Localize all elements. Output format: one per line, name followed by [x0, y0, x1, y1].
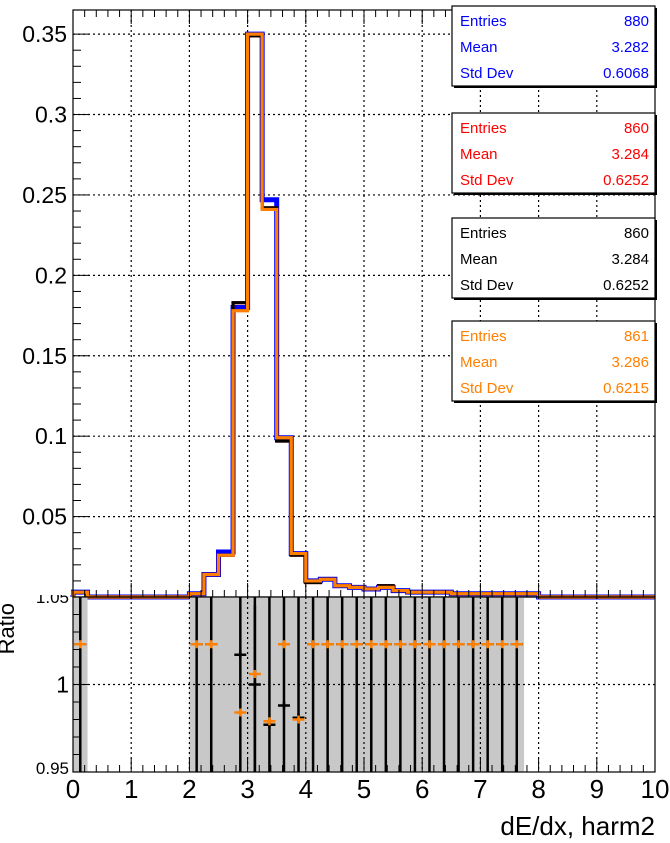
stats-value: 3.284 [611, 251, 649, 268]
ratio-y-axis-title: Ratio [0, 603, 19, 654]
x-tick-label: 7 [473, 774, 487, 804]
stats-label: Mean [460, 354, 498, 371]
x-tick-label: 5 [357, 774, 371, 804]
stats-label: Mean [460, 146, 498, 163]
x-tick-label: 1 [124, 774, 138, 804]
x-tick-label: 6 [415, 774, 429, 804]
stats-value: 860 [624, 225, 649, 242]
stats-label: Mean [460, 251, 498, 268]
stats-label: Entries [460, 225, 507, 242]
stats-value: 861 [624, 328, 649, 345]
x-tick-label: 8 [531, 774, 545, 804]
stats-label: Entries [460, 328, 507, 345]
stats-value: 3.282 [611, 39, 649, 56]
top-y-tick-label: 0.15 [22, 343, 67, 369]
stats-label: Entries [460, 13, 507, 30]
x-tick-label: 2 [182, 774, 196, 804]
label-overlap-mask [20, 579, 71, 595]
stats-label: Mean [460, 39, 498, 56]
stats-label: Std Dev [460, 277, 514, 294]
bottom-y-tick-label: 0.95 [36, 759, 69, 778]
stats-box [451, 217, 656, 299]
stats-label: Std Dev [460, 172, 514, 189]
x-axis-title: dE/dx, harm2 [500, 811, 655, 841]
x-tick-label: 0 [66, 774, 80, 804]
top-y-tick-label: 0.1 [35, 423, 67, 449]
top-y-tick-label: 0.35 [22, 21, 67, 47]
stats-box [451, 112, 656, 194]
stats-label: Std Dev [460, 380, 514, 397]
x-tick-label: 9 [590, 774, 604, 804]
top-y-tick-label: 0.25 [22, 182, 67, 208]
stats-value: 0.6252 [603, 277, 649, 294]
x-tick-label: 4 [299, 774, 313, 804]
bottom-y-tick-label: 1 [56, 672, 69, 698]
stats-value: 860 [624, 120, 649, 137]
top-frame [72, 9, 656, 598]
top-y-tick-label: 0.2 [35, 262, 67, 288]
stats-label: Std Dev [460, 65, 514, 82]
stats-value: 0.6215 [603, 380, 649, 397]
stats-label: Entries [460, 120, 507, 137]
stats-box [451, 5, 656, 87]
stats-value: 3.286 [611, 354, 649, 371]
top-y-tick-label: 0.05 [22, 504, 67, 530]
stats-value: 880 [624, 13, 649, 30]
stats-box [451, 320, 656, 402]
top-y-tick-label: 0.3 [35, 102, 67, 128]
x-tick-label: 3 [240, 774, 254, 804]
stats-value: 0.6252 [603, 172, 649, 189]
stats-value: 3.284 [611, 146, 649, 163]
x-tick-label: 10 [641, 774, 670, 804]
stats-value: 0.6068 [603, 65, 649, 82]
